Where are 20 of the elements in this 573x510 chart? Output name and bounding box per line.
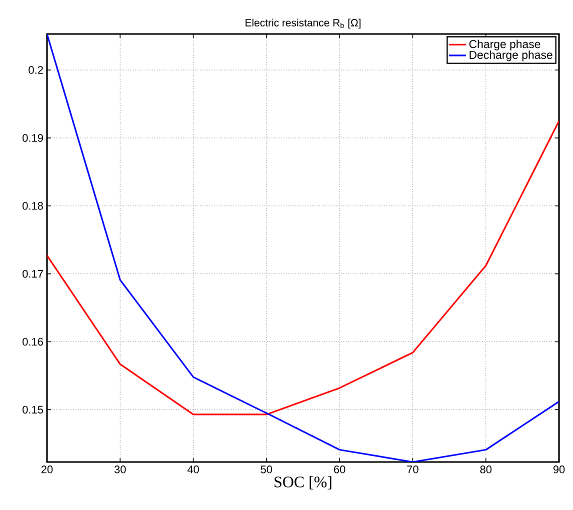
x-axis-title: SOC [%]	[274, 476, 332, 490]
x-tick-label: 60	[334, 466, 346, 474]
y-tick-label: 0.17	[22, 270, 43, 278]
x-tick-label: 20	[41, 466, 53, 474]
y-tick-label: 0.18	[22, 202, 43, 210]
y-tick-label: 0.19	[22, 134, 43, 142]
legend-label: Decharge phase	[470, 50, 552, 62]
chart-title: Electric resistance R$_{b}$ [Ω]	[246, 18, 360, 28]
line-series	[47, 120, 559, 416]
y-tick-label: 0.16	[22, 338, 43, 346]
x-tick-label: 90	[553, 466, 565, 474]
legend-label: Charge phase	[469, 40, 540, 50]
x-tick-label: 80	[480, 466, 492, 474]
x-tick-label: 40	[187, 466, 199, 474]
x-tick-label: 70	[407, 466, 418, 474]
line-series	[47, 34, 559, 462]
y-tick-label: 0.2	[28, 66, 43, 74]
x-tick-label: 30	[114, 466, 126, 474]
y-tick-label: 0.15	[22, 406, 44, 414]
x-tick-label: 50	[260, 466, 272, 474]
